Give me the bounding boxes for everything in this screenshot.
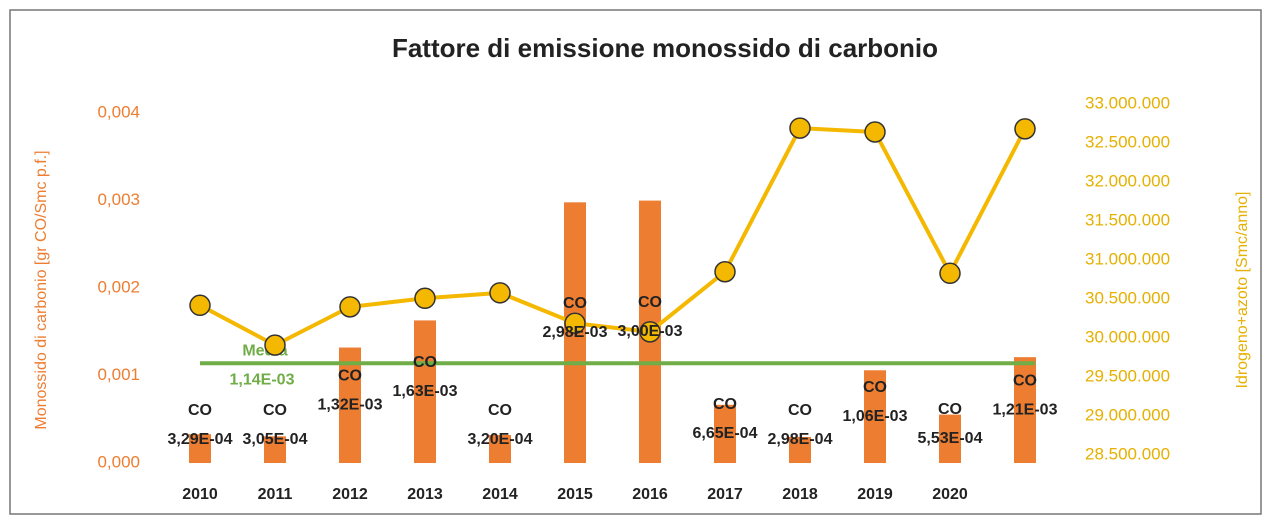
chart-title: Fattore di emissione monossido di carbon… <box>392 33 938 63</box>
x-tick-label: 2018 <box>782 486 818 503</box>
y-tick-label: 0,004 <box>97 103 140 122</box>
data-label-name: CO <box>263 402 287 419</box>
bar <box>414 320 436 463</box>
x-tick-label: 2012 <box>332 486 368 503</box>
data-label-name: CO <box>488 402 512 419</box>
y-axis-label: Monossido di carbonio [gr CO/Smc p.f.] <box>33 150 50 429</box>
x-tick-label: 2011 <box>258 486 293 503</box>
bar <box>939 414 961 463</box>
x-tick-label: 2013 <box>407 486 443 503</box>
data-label: 1,06E-03 <box>843 408 908 425</box>
data-label: 5,53E-04 <box>918 430 983 447</box>
line-marker <box>939 262 961 285</box>
line-marker <box>714 260 736 283</box>
bar <box>1014 357 1036 463</box>
x-tick-label: 2014 <box>482 486 518 503</box>
data-label-name: CO <box>563 295 587 312</box>
y2-tick-label: 31.500.000 <box>1085 210 1170 229</box>
data-label: 6,65E-04 <box>693 425 758 442</box>
y2-tick-label: 28.500.000 <box>1085 445 1170 464</box>
data-label-name: CO <box>863 379 887 396</box>
data-label: 1,63E-03 <box>393 383 458 400</box>
bar <box>189 434 211 463</box>
data-label: 3,00E-03 <box>618 323 683 340</box>
data-label: 2,98E-04 <box>768 431 833 448</box>
y2-tick-label: 30.500.000 <box>1085 289 1170 308</box>
x-tick-label: 2017 <box>707 486 743 503</box>
bar <box>864 370 886 463</box>
bar <box>489 435 511 463</box>
line-marker <box>264 334 286 356</box>
data-label-name: CO <box>713 396 737 413</box>
data-label: 3,20E-04 <box>468 431 533 448</box>
line-marker <box>414 287 436 310</box>
chart-border <box>9 9 1262 515</box>
y2-tick-label: 29.500.000 <box>1085 367 1170 386</box>
data-label-name: CO <box>338 367 362 384</box>
y2-tick-label: 33.000.000 <box>1085 93 1170 112</box>
y-tick-label: 0,003 <box>97 190 140 209</box>
line-marker <box>639 321 661 343</box>
y2-tick-label: 31.000.000 <box>1085 250 1170 269</box>
data-label-name: CO <box>1013 372 1037 389</box>
x-tick-label: 2019 <box>857 486 893 503</box>
bar <box>714 404 736 463</box>
y-tick-label: 0,002 <box>97 278 140 297</box>
data-label-name: CO <box>638 294 662 311</box>
x-tick-label: 2016 <box>632 486 668 503</box>
line-marker <box>1014 118 1036 140</box>
y2-axis-label: Idrogeno+azoto [Smc/anno] <box>1234 191 1251 388</box>
line-marker <box>489 282 511 304</box>
bar <box>339 347 361 463</box>
line-marker <box>339 296 361 318</box>
y-tick-label: 0,001 <box>97 365 140 384</box>
y2-tick-label: 30.000.000 <box>1085 328 1170 347</box>
data-label: 2,98E-03 <box>543 324 608 341</box>
y2-tick-label: 32.000.000 <box>1085 171 1170 190</box>
media-value: 1,14E-03 <box>230 372 295 389</box>
data-label-name: CO <box>788 402 812 419</box>
data-label: 1,21E-03 <box>993 401 1058 418</box>
data-label-name: CO <box>938 401 962 418</box>
x-tick-label: 2010 <box>182 486 218 503</box>
line-marker <box>864 121 886 143</box>
y2-tick-label: 32.500.000 <box>1085 132 1170 151</box>
data-label: 3,05E-04 <box>243 431 308 448</box>
data-label: 1,32E-03 <box>318 396 383 413</box>
line-marker <box>789 117 811 139</box>
y2-tick-label: 29.000.000 <box>1085 406 1170 425</box>
data-label-name: CO <box>413 354 437 371</box>
line-marker <box>189 294 211 317</box>
x-tick-label: 2020 <box>932 486 968 503</box>
data-label-name: CO <box>188 402 212 419</box>
line <box>199 126 1027 348</box>
line-marker <box>564 312 586 335</box>
bar <box>789 436 811 463</box>
bar <box>264 436 286 463</box>
x-tick-label: 2015 <box>557 486 593 503</box>
y-tick-label: 0,000 <box>97 452 140 471</box>
data-label: 3,29E-04 <box>168 431 233 448</box>
